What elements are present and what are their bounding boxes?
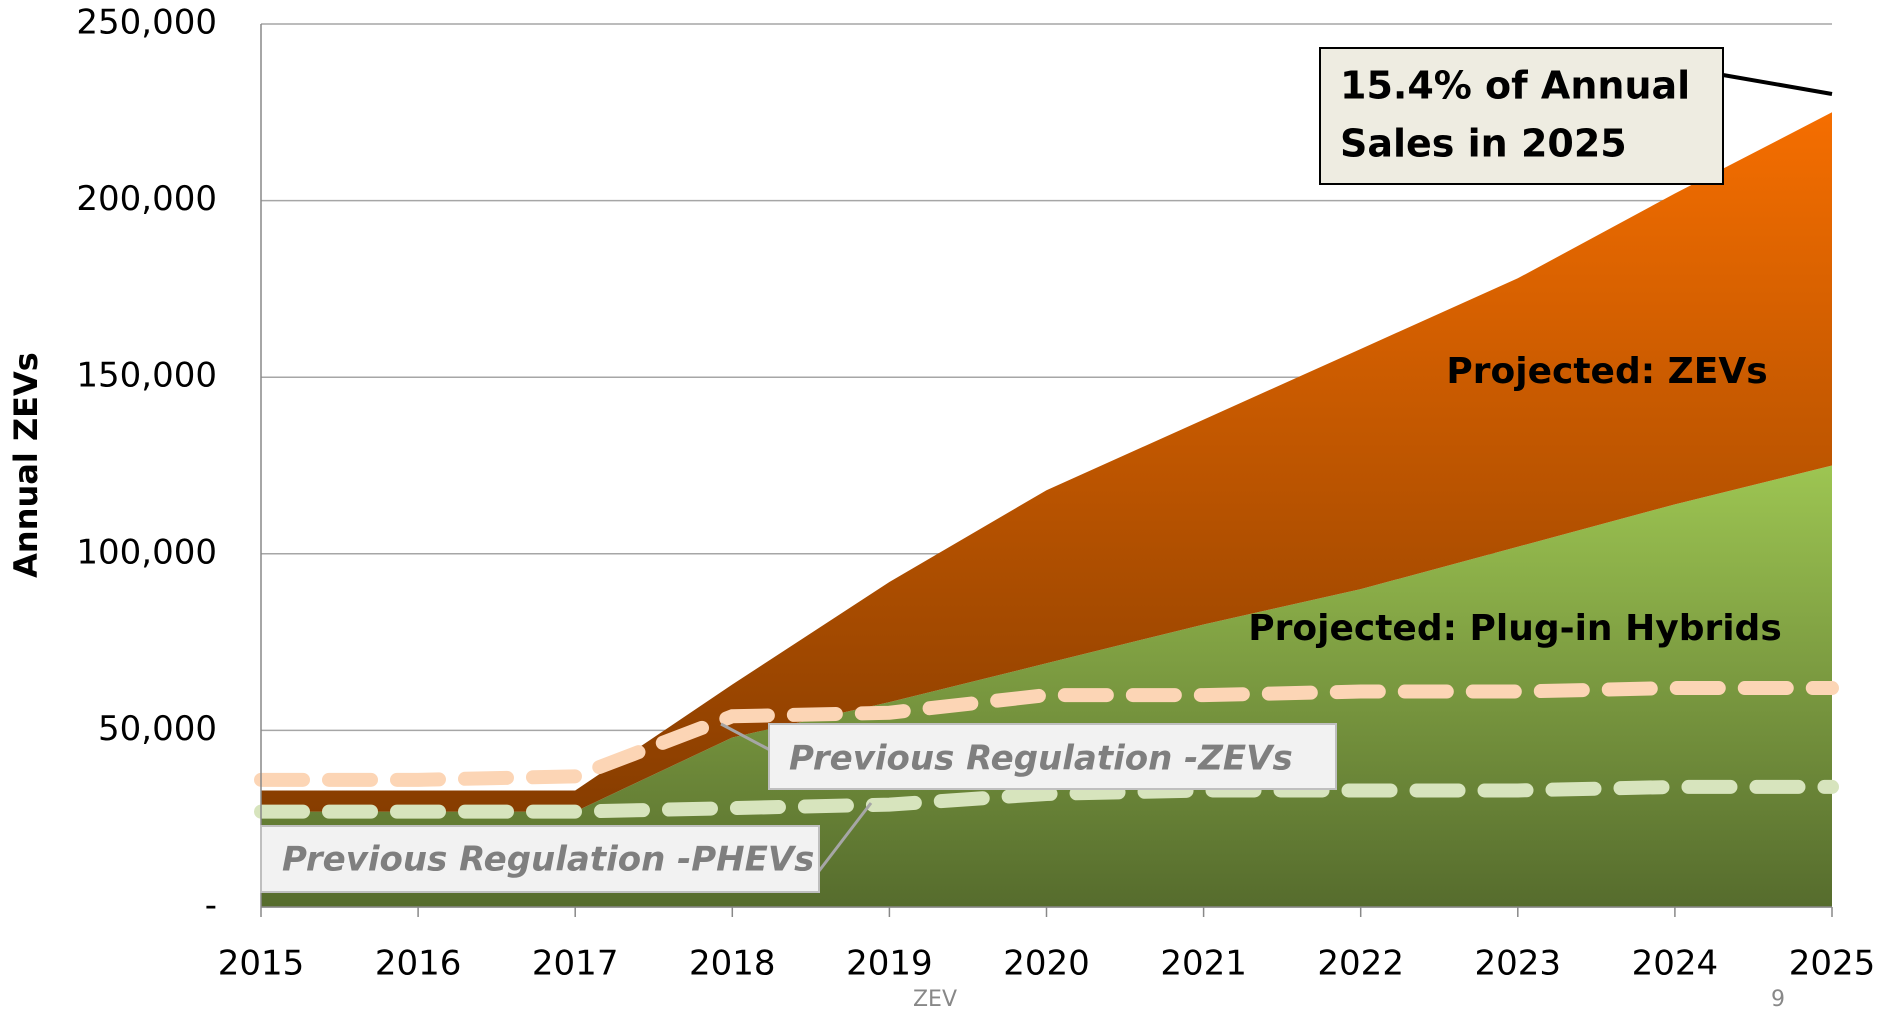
- x-tick-label: 2015: [218, 944, 305, 984]
- connector: [817, 802, 873, 872]
- x-tick-label: 2021: [1160, 944, 1247, 984]
- x-tick-label: 2018: [689, 944, 776, 984]
- y-tick-label: 200,000: [76, 179, 217, 219]
- label-box: [260, 825, 820, 893]
- area: [261, 112, 1832, 812]
- connector: [720, 722, 771, 752]
- y-axis-label: Annual ZEVs: [7, 352, 45, 578]
- x-tick-label: 2016: [375, 944, 462, 984]
- dashed-line: [254, 681, 1839, 787]
- series-label: Previous Regulation -PHEVs: [282, 840, 814, 880]
- callout-box: [1319, 47, 1724, 185]
- y-tick-label: 150,000: [76, 356, 217, 396]
- footer: ZEV: [913, 987, 957, 1012]
- callout-pointer: [1722, 73, 1833, 96]
- callout-text: Sales in 2025: [1340, 122, 1627, 166]
- dashed-line: [254, 779, 1839, 819]
- y-tick-label: 100,000: [76, 532, 217, 572]
- x-tick-label: 2022: [1317, 944, 1404, 984]
- series-label: Projected: ZEVs: [1446, 351, 1767, 392]
- x-tick-label: 2025: [1789, 944, 1876, 984]
- label-box: [768, 723, 1337, 790]
- x-tick-label: 2024: [1632, 944, 1719, 984]
- series-label: Projected: Plug-in Hybrids: [1248, 608, 1782, 649]
- series-label: Previous Regulation -ZEVs: [789, 739, 1293, 779]
- callout-text: 15.4% of Annual: [1340, 64, 1690, 108]
- y-tick-label: -: [205, 886, 217, 926]
- x-tick-label: 2023: [1475, 944, 1562, 984]
- x-tick-label: 2020: [1003, 944, 1090, 984]
- x-tick-label: 2019: [846, 944, 933, 984]
- y-tick-label: 250,000: [76, 3, 217, 43]
- x-tick-label: 2017: [532, 944, 619, 984]
- page-number: 9: [1771, 987, 1785, 1012]
- y-tick-label: 50,000: [98, 709, 217, 749]
